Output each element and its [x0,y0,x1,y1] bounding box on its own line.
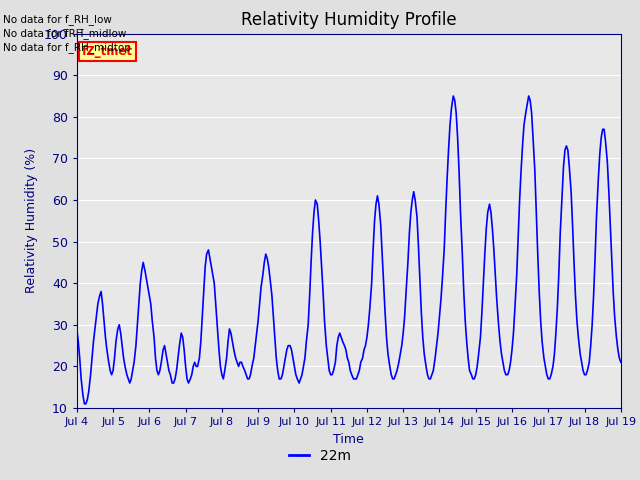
Text: No data for f_RH_low: No data for f_RH_low [3,13,112,24]
Legend: 22m: 22m [283,443,357,468]
Title: Relativity Humidity Profile: Relativity Humidity Profile [241,11,456,29]
Text: fZ_tmet: fZ_tmet [82,45,133,58]
Y-axis label: Relativity Humidity (%): Relativity Humidity (%) [26,148,38,293]
Text: No data for f̅RH̅_midlow: No data for f̅RH̅_midlow [3,28,127,39]
X-axis label: Time: Time [333,432,364,445]
Text: No data for f_RH_midtop: No data for f_RH_midtop [3,42,131,53]
